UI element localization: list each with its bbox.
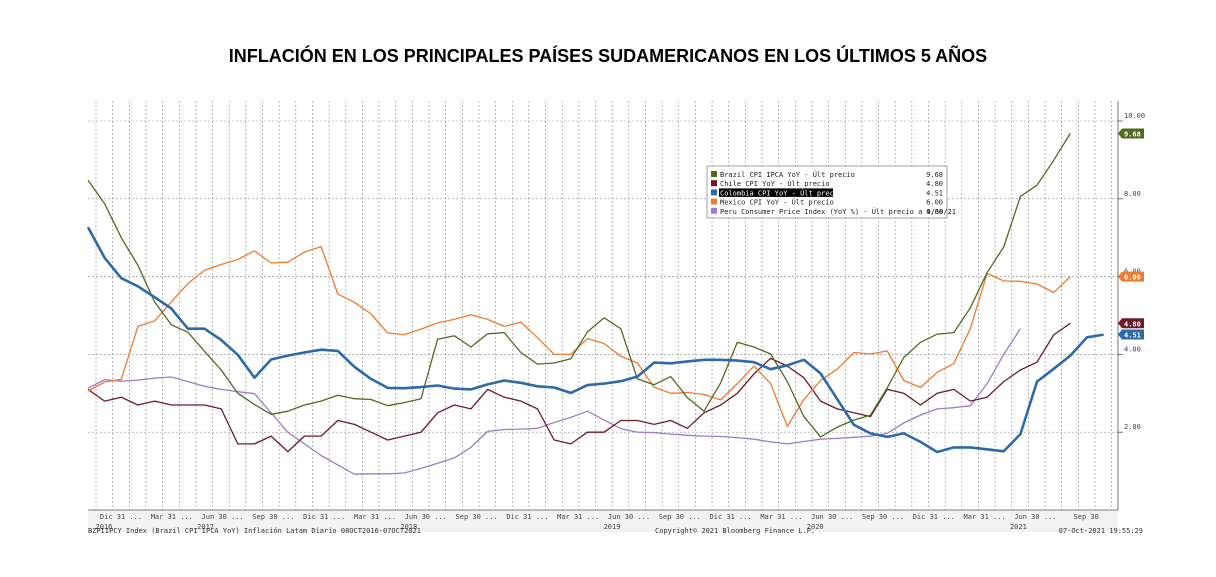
legend-label: Chile CPI YoY - Últ precio <box>720 179 830 188</box>
x-year-label: 2018 <box>400 523 417 531</box>
legend-entry-colombia: Colombia CPI YoY - Últ precio 4.51 <box>711 188 943 197</box>
y-tick-label: 10.00 <box>1124 112 1145 120</box>
legend-value: 9.68 <box>926 171 943 179</box>
legend-swatch <box>711 180 717 187</box>
series-line-chile <box>87 322 1071 453</box>
legend-value: 6.00 <box>926 199 943 207</box>
x-year-label: 2016 <box>96 523 113 531</box>
x-year-label: 2021 <box>1010 523 1027 531</box>
legend-label: Mexico CPI YoY - Últ precio <box>720 198 834 207</box>
legend-swatch <box>711 198 717 205</box>
footer-copyright: Copyright© 2021 Bloomberg Finance L.P. <box>655 527 815 535</box>
x-tick-label: Jun 30 ... <box>811 513 853 521</box>
x-tick-label: Jun 30 ... <box>405 513 447 521</box>
x-tick-label: Sep 30 <box>1074 513 1099 521</box>
x-tick-label: Sep 30 ... <box>456 513 498 521</box>
x-tick-label: Dic 31 ... <box>506 513 548 521</box>
x-tick-label: Mar 31 ... <box>354 513 396 521</box>
legend-swatch <box>711 207 717 214</box>
x-year-label: 2020 <box>807 523 824 531</box>
x-tick-label: Sep 30 ... <box>252 513 294 521</box>
last-value-colombia: 4.51 <box>1118 329 1144 340</box>
series-lines <box>86 133 1104 475</box>
y-tick-label: 8.00 <box>1124 190 1141 198</box>
legend-swatch <box>711 189 717 196</box>
grid-lines <box>88 101 1118 510</box>
chart-footer: BZPIIPCY Index (Brazil CPI IPCA YoY) Inf… <box>88 527 1143 535</box>
x-tick-label: Mar 31 ... <box>760 513 802 521</box>
legend-value: 4.80 <box>926 180 943 188</box>
legend-highlight <box>719 188 833 197</box>
x-tick-label: Mar 31 ... <box>151 513 193 521</box>
x-tick-label: Dic 31 ... <box>100 513 142 521</box>
legend-label: Colombia CPI YoY - Últ precio <box>720 188 842 197</box>
x-tick-label: Mar 31 ... <box>964 513 1006 521</box>
last-value-brazil: 9.68 <box>1118 128 1144 139</box>
last-value-labels: 9.68 6.00 4.80 4.51 <box>1118 128 1144 340</box>
y-axis: 2.00 4.00 6.00 8.00 10.00 <box>1117 101 1145 510</box>
footer-timestamp: 07-Oct-2021 19:55:29 <box>1059 527 1143 535</box>
legend-swatch <box>711 171 717 177</box>
legend-value: 4.51 <box>926 189 943 197</box>
series-line-peru <box>87 328 1021 475</box>
last-value-text: 4.80 <box>1124 320 1141 328</box>
last-value-text: 4.51 <box>1124 332 1141 340</box>
last-value-text: 9.68 <box>1124 130 1141 138</box>
legend-entry-mexico: Mexico CPI YoY - Últ precio 6.00 <box>711 198 943 207</box>
legend-label: Peru Consumer Price Index (YoY %) - Últ … <box>720 207 956 216</box>
x-year-label: 2017 <box>197 523 214 531</box>
x-year-label: 2019 <box>604 523 621 531</box>
page-title: INFLACIÓN EN LOS PRINCIPALES PAÍSES SUDA… <box>228 46 988 66</box>
last-value-tag <box>1118 271 1144 282</box>
y-tick-label: 4.00 <box>1124 345 1141 353</box>
last-value-tag <box>1118 128 1144 139</box>
legend: Brazil CPI IPCA YoY - Últ precio 9.68Chil… <box>706 165 956 219</box>
x-tick-label: Jun 30 ... <box>1014 513 1056 521</box>
legend-value: 4.66 <box>926 208 943 216</box>
footer-source: BZPIIPCY Index (Brazil CPI IPCA YoY) Inf… <box>88 527 421 535</box>
last-value-text: 6.00 <box>1124 274 1141 282</box>
x-tick-label: Jun 30 ... <box>608 513 650 521</box>
x-tick-label: Jun 30 ... <box>202 513 244 521</box>
last-value-tag <box>1118 318 1144 329</box>
x-tick-label: Dic 31 ... <box>710 513 752 521</box>
legend-entry-chile: Chile CPI YoY - Últ precio 4.80 <box>711 179 943 188</box>
last-value-mexico: 6.00 <box>1118 271 1144 282</box>
legend-entry-peru: Peru Consumer Price Index (YoY %) - Últ … <box>711 207 956 216</box>
x-axis: Dic 31 ... Mar 31 ... Jun 30 ... Sep 30 ...… <box>88 509 1118 531</box>
x-tick-label: Dic 31 ... <box>303 513 345 521</box>
legend-label: Brazil CPI IPCA YoY - Últ precio <box>720 170 855 179</box>
x-tick-label: Sep 30 ... <box>659 513 701 521</box>
x-tick-label: Mar 31 ... <box>557 513 599 521</box>
x-axis-band <box>88 510 1118 532</box>
series-line-brazil <box>87 133 1071 438</box>
y-tick-label: 2.00 <box>1124 423 1141 431</box>
last-value-chile: 4.80 <box>1118 318 1144 329</box>
legend-entry-brazil: Brazil CPI IPCA YoY - Últ precio 9.68 <box>711 170 943 179</box>
series-line-colombia <box>86 226 1104 454</box>
x-tick-label: Dic 31 ... <box>913 513 955 521</box>
x-tick-label: Sep 30 ... <box>862 513 904 521</box>
plot-area <box>88 101 1118 532</box>
last-value-tag <box>1118 329 1144 340</box>
